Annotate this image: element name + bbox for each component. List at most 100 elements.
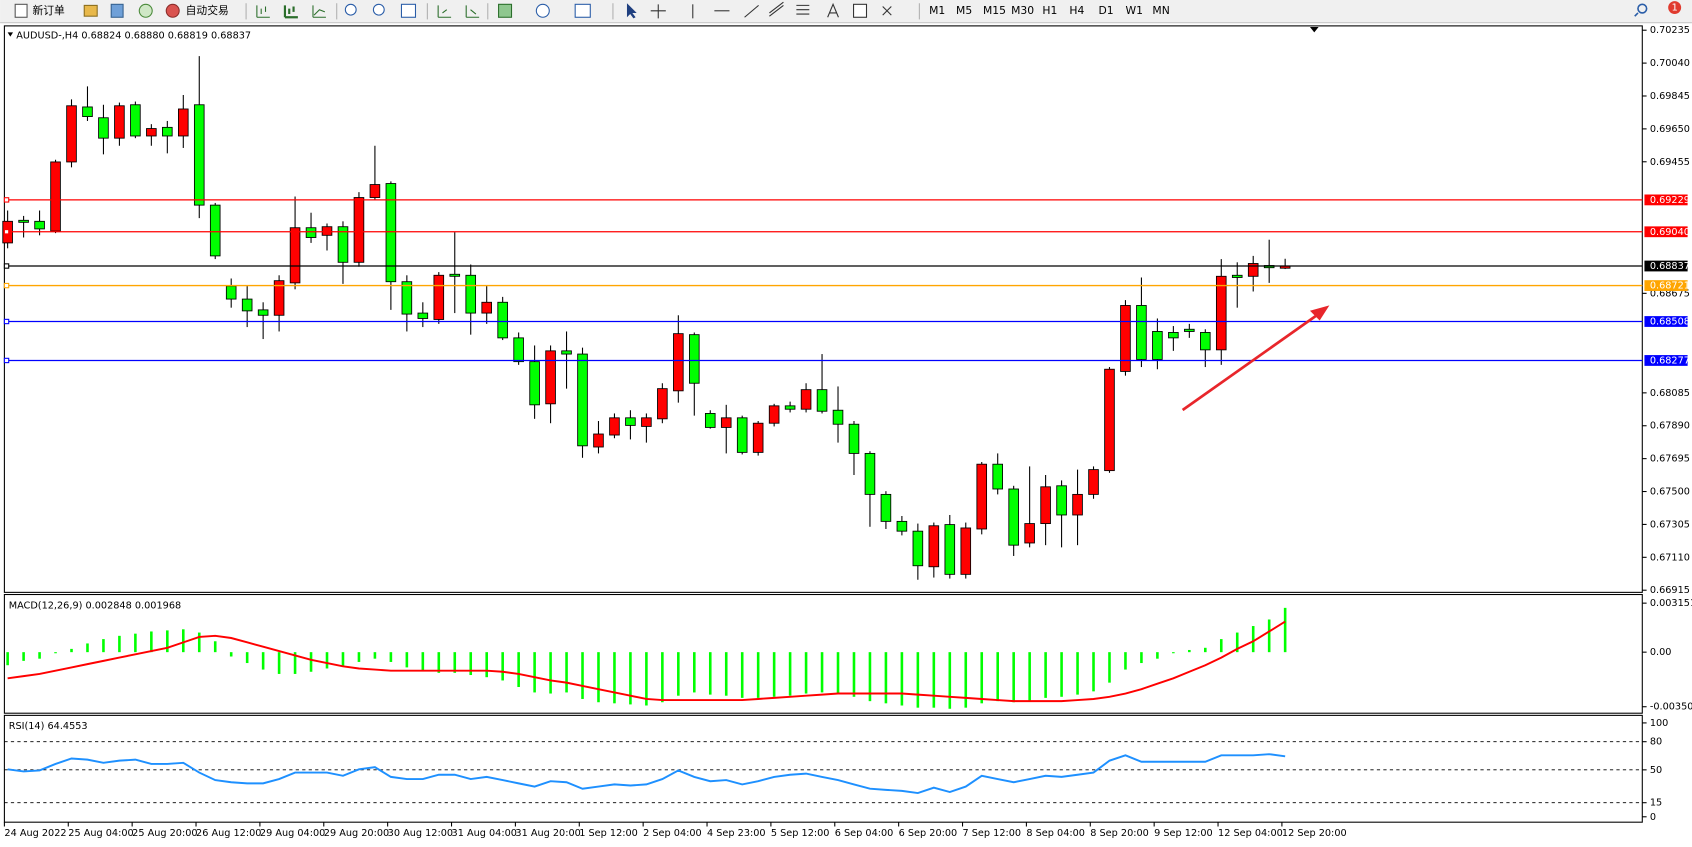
histogram-bar — [229, 652, 233, 657]
candle-body — [289, 227, 301, 284]
period-icon[interactable] — [535, 3, 550, 18]
toolbar-icon[interactable] — [83, 4, 98, 17]
candle-body — [673, 333, 684, 392]
histogram-bar — [1251, 626, 1255, 653]
x-tick-label: 31 Aug 20:00 — [515, 828, 580, 839]
new-order-icon[interactable] — [14, 3, 28, 18]
candle-body — [609, 417, 620, 436]
x-tick-label: 6 Sep 04:00 — [835, 828, 894, 839]
histogram-bar — [501, 652, 504, 681]
new-order-button[interactable]: 新订单 — [32, 4, 65, 17]
candle-body — [50, 161, 61, 232]
histogram-bar — [1140, 652, 1143, 664]
zoom-in-icon[interactable] — [344, 3, 357, 16]
price-label-bg — [1644, 260, 1688, 272]
histogram-bar — [645, 652, 648, 706]
timeframe-button[interactable]: MN — [1152, 4, 1169, 17]
histogram-bar — [1172, 652, 1175, 654]
histogram-bar — [485, 652, 488, 678]
panel-title: MACD(12,26,9) 0.002848 0.001968 — [9, 600, 181, 611]
timeframe-button[interactable]: W1 — [1125, 4, 1143, 17]
channel-icon[interactable] — [769, 1, 784, 17]
timeframe-button[interactable]: H4 — [1069, 4, 1084, 17]
candle-body — [545, 350, 556, 405]
candle-body — [625, 417, 636, 426]
histogram-bar — [405, 652, 409, 668]
main-panel — [3, 25, 1643, 593]
indicator-line — [7, 620, 1286, 703]
tile-icon[interactable] — [400, 3, 417, 18]
annotation-arrowhead — [1309, 305, 1330, 321]
candle-body — [305, 227, 317, 238]
candle-body — [130, 104, 141, 137]
line-chart-icon[interactable] — [312, 5, 326, 18]
indicator-icon[interactable] — [498, 3, 513, 18]
candle-body — [385, 183, 397, 283]
bar-chart-icon[interactable] — [256, 5, 270, 18]
cursor-icon[interactable] — [626, 3, 637, 19]
histogram-bar — [804, 652, 808, 694]
toolbar-icon[interactable] — [110, 3, 124, 18]
template-icon[interactable] — [574, 3, 591, 18]
histogram-bar — [373, 652, 377, 659]
histogram-bar — [86, 643, 89, 653]
shift-icon[interactable] — [437, 5, 452, 18]
label-icon[interactable] — [853, 3, 868, 18]
candle-body — [337, 226, 349, 263]
notification-badge[interactable] — [1668, 1, 1682, 15]
candle-body — [1184, 328, 1195, 332]
candle-body — [784, 405, 796, 410]
crosshair-icon[interactable] — [650, 4, 666, 19]
histogram-bar — [469, 652, 473, 676]
candle-body — [353, 197, 365, 263]
candle-body — [561, 350, 572, 355]
price-label-bg — [1644, 316, 1688, 327]
y-tick-label: 0.68085 — [1650, 388, 1690, 399]
timeframe-button[interactable]: M30 — [1011, 4, 1034, 17]
timeframe-button[interactable]: D1 — [1098, 4, 1113, 17]
text-icon[interactable] — [827, 2, 839, 18]
auto-trading-button[interactable]: 自动交易 — [186, 4, 229, 17]
auto-trading-icon[interactable] — [165, 3, 180, 18]
candle-body — [193, 104, 205, 206]
candle-body — [800, 389, 812, 410]
candle-body — [1008, 488, 1019, 546]
histogram-bar — [54, 652, 57, 654]
zoom-out-icon[interactable] — [372, 3, 385, 16]
autoscroll-icon[interactable] — [465, 5, 480, 18]
fibo-icon[interactable] — [796, 4, 810, 15]
candle-body — [976, 463, 988, 530]
timeframe-button[interactable]: M5 — [956, 4, 972, 17]
x-tick-label: 8 Sep 20:00 — [1090, 828, 1149, 839]
histogram-bar — [102, 639, 105, 653]
candle-body — [944, 524, 956, 575]
histogram-bar — [1219, 639, 1223, 653]
line-handle — [3, 197, 10, 203]
candle-body — [1152, 331, 1163, 360]
x-tick-label: 25 Aug 04:00 — [68, 828, 133, 839]
x-tick-label: 25 Aug 20:00 — [132, 828, 197, 839]
x-tick-label: 30 Aug 12:00 — [388, 828, 453, 839]
histogram-bar — [181, 629, 185, 653]
candle-body — [768, 405, 780, 424]
histogram-bar — [261, 652, 265, 670]
candle-icon[interactable] — [283, 5, 298, 19]
arrows-icon[interactable] — [882, 6, 892, 16]
timeframe-button[interactable]: H1 — [1042, 4, 1057, 17]
histogram-bar — [836, 652, 840, 694]
candle-body — [1056, 485, 1067, 516]
timeframe-button[interactable]: M1 — [929, 4, 945, 17]
search-icon[interactable] — [1637, 3, 1648, 14]
candle-body — [736, 417, 748, 453]
x-tick-label: 31 Aug 04:00 — [452, 828, 517, 839]
trendline-icon[interactable] — [744, 4, 759, 18]
notification-count: 1 — [1672, 3, 1678, 14]
candle-body — [257, 309, 269, 316]
candle-body — [433, 274, 445, 320]
toolbar-icon[interactable] — [138, 3, 153, 18]
toolbar: 新订单 自动交易 M1 M5 M15 M30 — [0, 0, 1692, 24]
y-tick-label: 0.67500 — [1650, 487, 1690, 498]
candle-body — [369, 184, 381, 198]
timeframe-button[interactable]: M15 — [983, 4, 1006, 17]
